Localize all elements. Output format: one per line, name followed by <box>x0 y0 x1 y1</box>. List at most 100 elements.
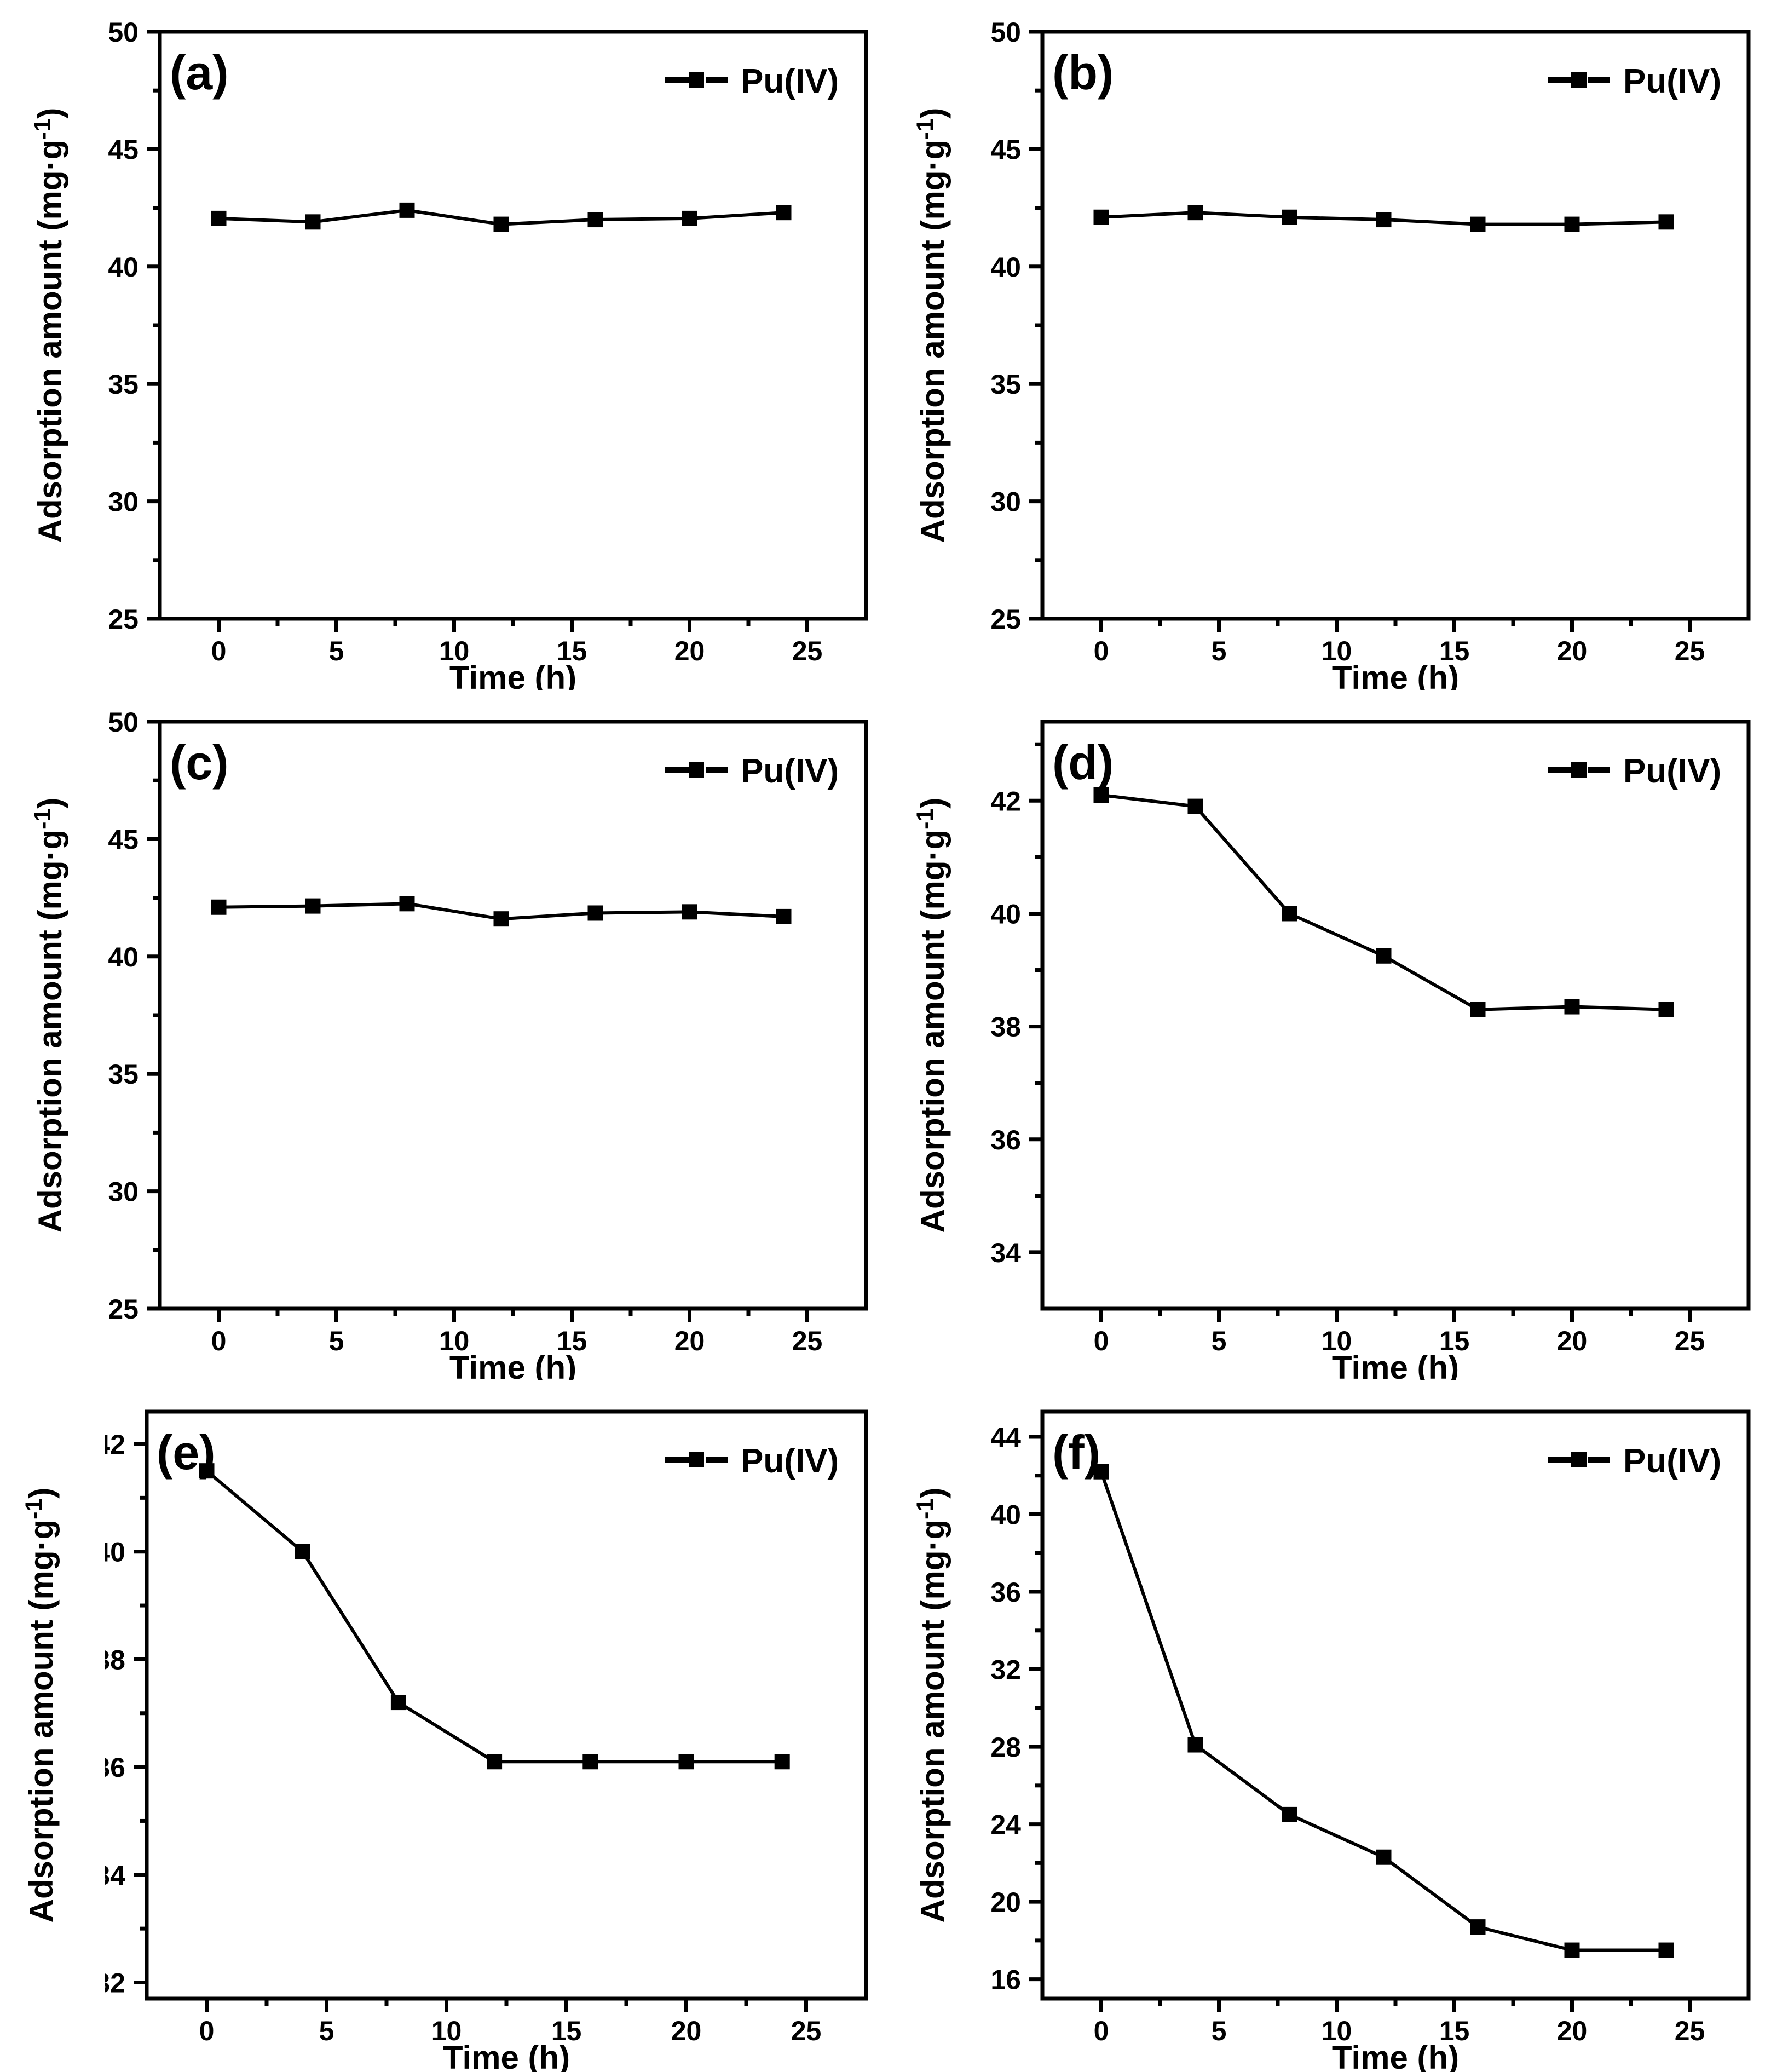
data-line-Pu(IV) <box>1101 793 1666 1011</box>
data-line-Pu(IV) <box>1099 1471 1666 1952</box>
x-tick-label: 20 <box>674 636 705 666</box>
x-tick-label: 10 <box>1322 636 1352 666</box>
legend-label: Pu(IV) <box>741 752 839 790</box>
data-point-marker <box>1564 1942 1580 1958</box>
panel-letter: (e) <box>157 1425 216 1480</box>
legend-square-marker-icon <box>1571 72 1587 88</box>
legend-label: Pu(IV) <box>1623 752 1721 790</box>
data-point-marker <box>211 210 227 226</box>
data-line-Pu(IV) <box>205 1469 782 1764</box>
y-axis-title: Adsorption amount (mg·g-1) <box>30 798 68 1233</box>
x-tick-label: 5 <box>319 2016 334 2046</box>
x-tick-label: 0 <box>1094 2016 1109 2046</box>
y-axis-title: Adsorption amount (mg·g-1) <box>30 108 68 543</box>
y-tick-label: 40 <box>990 252 1021 283</box>
x-tick-label: 15 <box>557 636 587 666</box>
panel-letter: (b) <box>1052 45 1114 100</box>
x-axis-title: Time (h) <box>1332 659 1459 690</box>
data-point-marker <box>1470 1919 1486 1935</box>
plot-frame <box>1040 30 1751 621</box>
y-tick-label: 20 <box>990 1887 1021 1918</box>
data-point-marker <box>776 205 792 221</box>
data-point-marker <box>1187 205 1203 221</box>
x-tick-label: 10 <box>1322 2016 1352 2046</box>
y-tick-label: 40 <box>990 899 1021 929</box>
y-tick-label: 45 <box>108 824 139 855</box>
x-tick-label: 5 <box>329 636 344 666</box>
data-point-marker <box>582 1754 598 1770</box>
x-tick-label: 0 <box>199 2016 215 2046</box>
x-tick-label: 5 <box>329 1326 344 1356</box>
data-point-marker <box>399 202 415 218</box>
x-tick-label: 0 <box>211 1326 227 1356</box>
data-point-marker <box>295 1544 310 1559</box>
plot-frame <box>145 1409 868 2001</box>
data-point-marker <box>1282 1806 1297 1822</box>
legend: Pu(IV) <box>1548 752 1721 790</box>
x-tick-label: 10 <box>1322 1326 1352 1356</box>
x-tick-label: 20 <box>1557 1326 1588 1356</box>
x-tick-label: 10 <box>439 636 470 666</box>
data-point-marker <box>487 1754 503 1770</box>
legend: Pu(IV) <box>665 62 839 100</box>
legend-label: Pu(IV) <box>741 62 839 100</box>
data-point-marker <box>1376 1849 1392 1865</box>
plot-frame <box>158 720 868 1311</box>
y-tick-label: 50 <box>990 17 1021 48</box>
panel-letter: (d) <box>1052 735 1114 790</box>
y-axis-title: Adsorption amount (mg·g-1) <box>912 1488 951 1923</box>
y-tick-label: 38 <box>990 1012 1021 1043</box>
panel-letter: (c) <box>170 735 229 790</box>
y-tick-label: 36 <box>990 1125 1021 1155</box>
y-tick-label: 32 <box>95 1967 125 1998</box>
y-tick-label: 25 <box>108 1294 139 1325</box>
x-axis-title: Time (h) <box>449 1349 576 1380</box>
y-tick-label: 36 <box>990 1577 1021 1608</box>
chart-panel-e: 0 5 10 15 20 25 32 34 36 38 40 42 Time (h) Adsorption… <box>0 1380 882 2072</box>
x-tick-label: 0 <box>1094 636 1109 666</box>
data-point-marker <box>1658 214 1674 230</box>
line-chart-svg-e: 0 5 10 15 20 25 32 34 36 38 40 42 Time (h) Adsorption… <box>21 1409 868 2072</box>
y-tick-label: 34 <box>990 1238 1021 1268</box>
data-point-marker <box>678 1754 694 1770</box>
x-tick-label: 20 <box>674 1326 705 1356</box>
data-point-marker <box>682 210 697 226</box>
x-axis-title: Time (h) <box>1332 2039 1459 2072</box>
x-tick-label: 15 <box>1439 636 1470 666</box>
plot-frame <box>1040 1409 1751 2001</box>
y-tick-label: 25 <box>990 604 1021 635</box>
x-axis-title: Time (h) <box>443 2039 570 2072</box>
x-tick-label: 25 <box>791 2016 822 2046</box>
plot-frame <box>1040 720 1751 1311</box>
legend-label: Pu(IV) <box>1623 62 1721 100</box>
y-tick-label: 50 <box>108 707 139 738</box>
legend-square-marker-icon <box>689 72 704 88</box>
x-tick-label: 25 <box>1675 636 1705 666</box>
y-axis-title: Adsorption amount (mg·g-1) <box>912 798 951 1233</box>
data-point-marker <box>199 1463 215 1479</box>
x-axis-title: Time (h) <box>449 659 576 690</box>
data-point-marker <box>1187 1737 1203 1753</box>
clipped-ytick-labels: 32 34 36 38 40 42 <box>95 1429 125 1998</box>
y-tick-label: 35 <box>108 369 139 400</box>
x-tick-label: 5 <box>1212 1326 1227 1356</box>
x-tick-label: 25 <box>792 1326 823 1356</box>
line-chart-svg-f: 0 5 10 15 20 25 16 20 24 28 32 36 40 44 Time (h) Adsorp… <box>912 1409 1751 2072</box>
plot-frame <box>158 30 868 621</box>
y-axis-title: Adsorption amount (mg·g-1) <box>912 108 951 543</box>
data-point-marker <box>399 896 415 912</box>
x-tick-label: 5 <box>1212 636 1227 666</box>
chart-panel-f: 0 5 10 15 20 25 16 20 24 28 32 36 40 44 Time (h) Adsorp… <box>882 1380 1765 2072</box>
data-point-marker <box>1376 212 1392 228</box>
y-tick-label: 36 <box>95 1752 125 1783</box>
x-tick-label: 25 <box>1675 2016 1705 2046</box>
chart-panel-a: 0 5 10 15 20 25 25 30 35 40 45 50 Time (h) Adsorption… <box>0 0 882 690</box>
x-tick-label: 15 <box>1439 1326 1470 1356</box>
y-tick-label: 40 <box>108 252 139 283</box>
y-tick-label: 45 <box>108 134 139 165</box>
y-tick-label: 16 <box>990 1965 1021 1995</box>
legend-square-marker-icon <box>1571 1452 1587 1467</box>
legend-label: Pu(IV) <box>1623 1442 1721 1480</box>
data-point-marker <box>587 905 603 921</box>
